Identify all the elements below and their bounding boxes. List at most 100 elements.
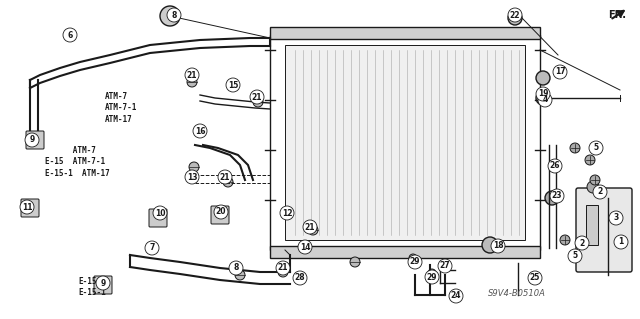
Text: 17: 17 [555,68,565,77]
Circle shape [187,77,197,87]
Circle shape [508,11,522,25]
Circle shape [280,206,294,220]
Text: 25: 25 [530,273,540,283]
Circle shape [235,270,245,280]
Text: FR.: FR. [608,10,626,20]
Circle shape [167,8,181,22]
Circle shape [609,211,623,225]
Text: 21: 21 [305,222,316,232]
Circle shape [536,71,550,85]
Circle shape [550,189,564,203]
Text: 27: 27 [440,262,451,271]
Text: 8: 8 [234,263,239,272]
FancyBboxPatch shape [211,206,229,224]
Circle shape [553,65,567,79]
Bar [586,205,598,245]
Text: 5: 5 [572,251,577,261]
Circle shape [153,206,167,220]
Circle shape [560,235,570,245]
Text: 29: 29 [427,272,437,281]
FancyBboxPatch shape [26,131,44,149]
Circle shape [293,271,307,285]
Text: 5: 5 [593,144,598,152]
Circle shape [298,240,312,254]
Text: 26: 26 [550,161,560,170]
Text: 2: 2 [597,188,603,197]
Text: 21: 21 [220,173,230,182]
Text: 28: 28 [294,273,305,283]
Text: 12: 12 [282,209,292,218]
Circle shape [229,261,243,275]
Bar [270,35,540,250]
Text: 9: 9 [29,136,35,145]
Text: 11: 11 [22,203,32,211]
Circle shape [308,225,318,235]
Text: 21: 21 [278,263,288,272]
Text: 14: 14 [300,242,310,251]
Text: 22: 22 [509,11,520,19]
Circle shape [253,97,263,107]
Circle shape [482,237,498,253]
Circle shape [409,254,417,262]
Text: 23: 23 [552,191,563,201]
Circle shape [548,159,562,173]
Circle shape [63,28,77,42]
Text: 24: 24 [451,292,461,300]
Circle shape [585,155,595,165]
Text: 16: 16 [195,127,205,136]
Circle shape [25,133,39,147]
Text: 7: 7 [149,243,155,253]
Circle shape [218,170,232,184]
Circle shape [536,91,550,105]
Circle shape [538,93,552,107]
Circle shape [276,261,290,275]
Text: 21: 21 [252,93,262,101]
Circle shape [185,68,199,82]
Circle shape [536,87,550,101]
Circle shape [449,289,463,303]
Text: 3: 3 [613,213,619,222]
Text: 29: 29 [410,257,420,266]
Circle shape [570,143,580,153]
Circle shape [428,269,436,277]
Text: 1: 1 [618,238,623,247]
Circle shape [223,177,233,187]
Text: 4: 4 [542,95,548,105]
Circle shape [508,8,522,22]
Text: 9: 9 [100,278,106,287]
Text: 10: 10 [155,209,165,218]
Circle shape [575,236,589,250]
Circle shape [189,162,199,172]
Circle shape [593,185,607,199]
Circle shape [278,267,288,277]
Bar [270,246,540,258]
Circle shape [425,270,439,284]
Circle shape [408,255,422,269]
FancyBboxPatch shape [94,276,112,294]
Circle shape [145,241,159,255]
Circle shape [350,257,360,267]
Text: 2: 2 [579,239,584,248]
Bar [270,27,540,39]
Circle shape [587,181,599,193]
Text: S9V4-B0510A: S9V4-B0510A [488,289,546,298]
Circle shape [491,239,505,253]
Text: ATM-7
ATM-7-1
ATM-17: ATM-7 ATM-7-1 ATM-17 [105,92,138,124]
Circle shape [528,271,542,285]
Text: E-15
E-15-1: E-15 E-15-1 [78,277,106,297]
Circle shape [303,220,317,234]
Circle shape [160,6,180,26]
Text: 18: 18 [493,241,503,250]
Text: 6: 6 [67,31,72,40]
FancyBboxPatch shape [21,199,39,217]
Circle shape [589,141,603,155]
Circle shape [226,78,240,92]
Circle shape [438,259,452,273]
Circle shape [96,276,110,290]
Circle shape [20,200,34,214]
Text: 13: 13 [187,173,197,182]
Circle shape [185,170,199,184]
Circle shape [568,249,582,263]
Circle shape [614,235,628,249]
FancyBboxPatch shape [149,209,167,227]
